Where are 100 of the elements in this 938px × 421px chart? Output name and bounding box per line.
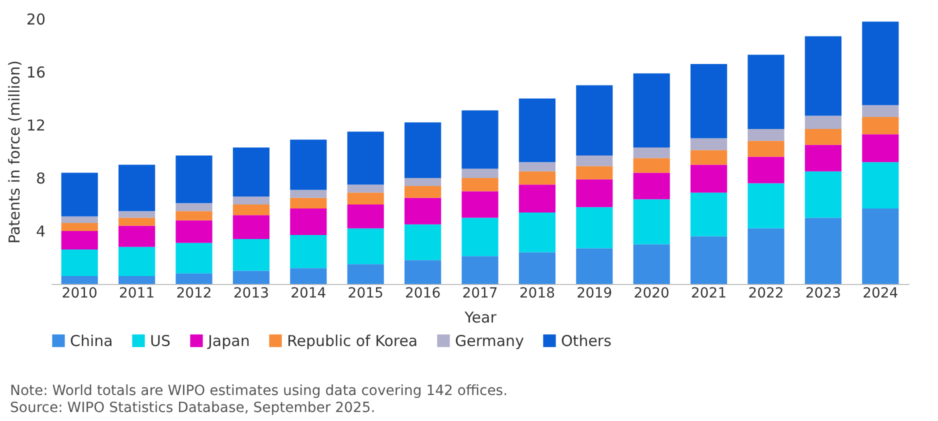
bar [633, 199, 670, 244]
bar [347, 228, 384, 264]
y-tick-label: 12 [26, 116, 46, 134]
bar [232, 196, 270, 204]
bar [404, 224, 442, 260]
bar [176, 211, 212, 220]
x-tick-label: 2017 [462, 286, 498, 302]
bar [748, 156, 784, 184]
x-tick-label: 2015 [348, 286, 384, 302]
bar [232, 215, 270, 239]
bar [118, 226, 156, 247]
bar [690, 236, 728, 284]
bar [862, 162, 899, 208]
bar [290, 234, 327, 268]
bar [462, 110, 498, 169]
source-note: Source: WIPO Statistics Database, September 2025. [10, 400, 376, 417]
bar [748, 128, 784, 141]
x-tick-label: 2014 [290, 286, 326, 302]
y-tick-label: 16 [26, 64, 46, 82]
bar [633, 158, 670, 173]
bar [347, 192, 384, 204]
x-tick-label: 2021 [690, 286, 727, 302]
bar [518, 212, 556, 252]
bar [61, 216, 98, 224]
bar [576, 179, 613, 208]
x-tick-label: 2016 [404, 286, 441, 302]
x-tick-label: 2010 [62, 286, 98, 302]
bar [290, 140, 327, 190]
bar [462, 218, 498, 256]
bar [118, 246, 156, 276]
bar [462, 256, 498, 284]
bar [690, 164, 728, 193]
bar [462, 178, 498, 192]
bar [748, 183, 784, 228]
bar [404, 186, 442, 198]
bar [176, 220, 212, 243]
bar [633, 244, 670, 284]
legend-label: Others [561, 332, 612, 350]
bar [176, 203, 212, 212]
bar [347, 264, 384, 284]
bar [518, 252, 556, 284]
bar [633, 172, 670, 200]
bar [290, 268, 327, 284]
bar [576, 166, 613, 180]
bar [347, 204, 384, 228]
bar [518, 98, 556, 162]
bar [748, 140, 784, 157]
bar [232, 148, 270, 197]
bar [862, 105, 899, 118]
bar [804, 218, 842, 284]
bar [118, 276, 156, 284]
bar [290, 198, 327, 208]
bar [118, 218, 156, 226]
bar [404, 198, 442, 224]
x-tick-label: 2023 [805, 286, 842, 302]
x-tick-label: 2024 [862, 286, 898, 302]
bar [232, 204, 270, 216]
x-tick-label: 2018 [519, 286, 556, 302]
bar [518, 171, 556, 185]
legend-label: US [150, 332, 171, 350]
bar [404, 178, 442, 186]
bar [61, 250, 98, 276]
bar [690, 150, 728, 165]
bar [576, 207, 613, 248]
legend-label: Germany [455, 332, 524, 350]
bar [518, 162, 556, 172]
bar [862, 117, 899, 134]
x-tick-label: 2011 [118, 286, 155, 302]
bar [518, 184, 556, 212]
bar [404, 260, 442, 284]
bar [748, 228, 784, 284]
y-axis-title: Patents in force (million) [5, 60, 24, 244]
text: Note: World totals are WIPO estimates using data covering 142 offices. [10, 383, 509, 400]
bar [804, 171, 842, 218]
bar [804, 144, 842, 172]
bar [347, 184, 384, 193]
bar [176, 273, 212, 284]
bar [347, 132, 384, 185]
bar [690, 138, 728, 150]
bar [804, 128, 842, 145]
bar [462, 168, 498, 178]
y-tick-label: 4 [36, 222, 46, 240]
x-axis-title: Year [464, 308, 498, 326]
bar [804, 116, 842, 129]
bar [576, 248, 613, 284]
bar [61, 223, 98, 231]
bar [576, 85, 613, 156]
legend-label: China [70, 332, 113, 350]
bar [176, 155, 212, 204]
bar [576, 155, 613, 166]
bar [633, 148, 670, 158]
bar [862, 22, 899, 106]
bar [61, 276, 98, 284]
bar [232, 270, 270, 284]
bar [290, 208, 327, 235]
bar [690, 192, 728, 236]
bar [862, 208, 899, 284]
x-tick-label: 2022 [748, 286, 784, 302]
bar [862, 134, 899, 162]
bar [404, 122, 442, 178]
